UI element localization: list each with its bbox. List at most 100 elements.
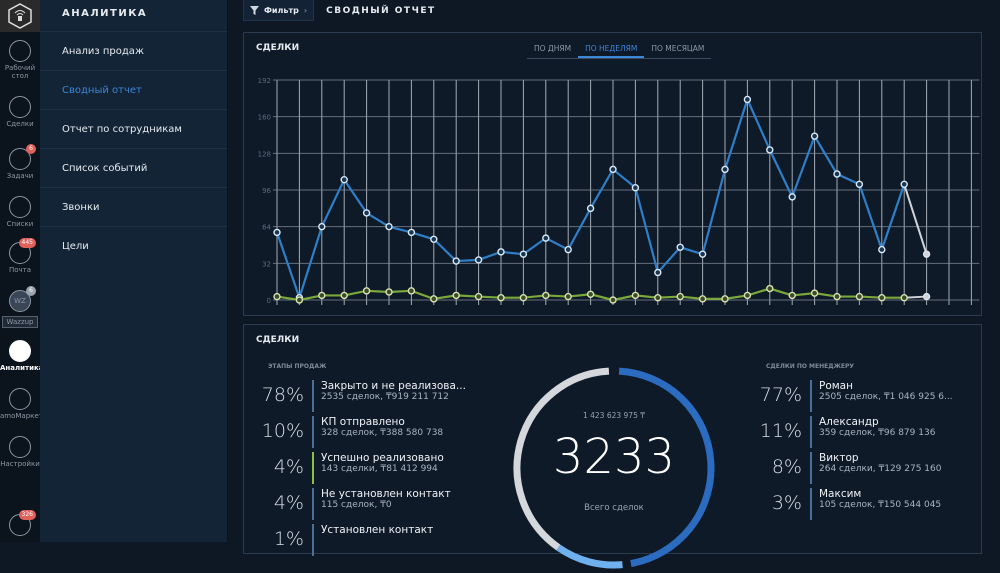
data-point [318, 222, 326, 231]
nav-item-dollar[interactable]: Сделки [0, 96, 40, 128]
data-point [922, 292, 931, 301]
manager-row[interactable]: 11% Александр 359 сделок, ₸96 879 136 [748, 416, 935, 448]
data-point [810, 289, 819, 297]
nav-item-label: Настройки [0, 460, 40, 468]
nav-item-chat[interactable]: 326 [0, 510, 40, 538]
nav-item-market[interactable]: amoМаркет [0, 388, 43, 420]
item-detail: 264 сделки, ₸129 275 160 [819, 464, 942, 474]
color-bar [312, 416, 314, 448]
item-name: Александр [819, 416, 879, 428]
dollar-icon [9, 96, 31, 118]
nav-item-wrench[interactable]: Настройки [0, 436, 40, 468]
stage-row[interactable]: 10% КП отправлено 328 сделок, ₸388 580 738 [250, 416, 443, 448]
data-point [878, 245, 886, 254]
wazzup-label[interactable]: Wazzup [2, 316, 38, 328]
y-tick-label: 128 [258, 150, 271, 158]
summary-title: СДЕЛКИ [256, 335, 300, 345]
submenu-item-goals[interactable]: Цели [62, 241, 89, 252]
y-tick-label: 64 [262, 224, 271, 232]
deals-line-chart: 0 32 64 96 128 160 192 [258, 77, 980, 305]
submenu-item-sales-analysis[interactable]: Анализ продаж [40, 32, 227, 71]
data-point [295, 296, 304, 304]
nav-item-analytics[interactable]: Аналитика [0, 340, 43, 372]
data-point [855, 292, 864, 301]
data-point [833, 170, 841, 178]
submenu-item-summary-report[interactable]: Сводный отчет [40, 71, 227, 110]
item-name: Закрыто и не реализова... [321, 380, 466, 392]
notification-badge: 6 [26, 144, 36, 154]
data-point [900, 294, 908, 302]
data-point [654, 268, 662, 277]
color-bar [810, 416, 812, 448]
data-point [788, 291, 796, 300]
data-point [721, 295, 729, 303]
tab-by-months[interactable]: ПО МЕСЯЦАМ [651, 44, 705, 53]
period-tabs: ПО ДНЯМ ПО НЕДЕЛЯМ ПО МЕСЯЦАМ [527, 42, 712, 59]
logo[interactable] [0, 0, 40, 32]
nav-item-check[interactable]: 6 Задачи [0, 144, 40, 180]
chevron-right-icon: › [303, 5, 308, 15]
submenu-item-events[interactable]: Список событий [40, 149, 227, 188]
series-line-incomplete [903, 183, 928, 255]
data-point [474, 256, 483, 264]
y-tick-label: 32 [262, 260, 271, 268]
total-sum: 1 423 623 975 ₸ [582, 411, 646, 420]
notification-badge: 326 [18, 510, 36, 520]
data-point [586, 204, 595, 213]
submenu-item-employee-report[interactable]: Отчет по сотрудникам [40, 110, 227, 149]
managers-label: СДЕЛКИ ПО МЕНЕДЖЕРУ [766, 363, 855, 370]
color-bar [810, 452, 812, 484]
notification-badge: 6 [26, 286, 36, 296]
analytics-icon [9, 340, 31, 362]
color-bar [312, 452, 314, 484]
percent: 4% [273, 456, 304, 478]
tab-by-days[interactable]: ПО ДНЯМ [534, 44, 572, 53]
submenu-item-calls[interactable]: Звонки [40, 188, 227, 227]
chat-icon: 326 [9, 510, 36, 536]
y-tick-label: 0 [267, 297, 271, 305]
manager-row[interactable]: 8% Виктор 264 сделки, ₸129 275 160 [748, 452, 942, 484]
series-line-incomplete [904, 295, 927, 299]
stage-row[interactable]: 4% Успешно реализовано 143 сделки, ₸81 412… [250, 452, 444, 484]
nav-item-list[interactable]: Списки [0, 196, 40, 228]
total-count: 3233 [552, 429, 676, 485]
color-bar [312, 488, 314, 520]
nav-item-mail[interactable]: 445 Почта [0, 238, 40, 274]
data-point [922, 250, 931, 258]
nav-item-dashboard[interactable]: Рабочий стол [0, 40, 40, 80]
data-point [698, 295, 707, 303]
data-point [743, 291, 752, 300]
wrench-icon [9, 436, 31, 458]
market-icon [9, 388, 31, 410]
percent: 77% [759, 384, 802, 406]
manager-row[interactable]: 77% Роман 2505 сделок, ₸1 046 925 6... [748, 380, 953, 412]
y-tick-label: 160 [258, 114, 271, 122]
wazzup-abbrev: WZ [14, 297, 26, 305]
stage-row[interactable]: 1% Установлен контакт [250, 524, 433, 556]
notification-badge: 445 [18, 238, 36, 248]
dashboard-icon [9, 40, 31, 62]
percent: 10% [261, 420, 304, 442]
item-detail: 2505 сделок, ₸1 046 925 6... [819, 392, 953, 402]
percent: 4% [273, 492, 304, 514]
funnel-icon [250, 5, 259, 15]
data-point [430, 295, 438, 303]
data-point [497, 248, 505, 256]
stage-row[interactable]: 4% Не установлен контакт 115 сделок, ₸0 [250, 488, 451, 520]
nav-item-wazzup[interactable]: WZ 6 [0, 286, 40, 314]
percent: 8% [771, 456, 802, 478]
deals-chart-panel: СДЕЛКИ ПО ДНЯМ ПО НЕДЕЛЯМ ПО МЕСЯЦАМ 0 32… [243, 32, 982, 316]
manager-row[interactable]: 3% Максим 105 сделок, ₸150 544 045 [748, 488, 941, 520]
data-point [631, 184, 640, 192]
data-point [833, 292, 841, 301]
data-point [385, 222, 393, 231]
item-name: Роман [819, 380, 853, 392]
item-detail: 328 сделок, ₸388 580 738 [321, 428, 444, 438]
filter-button[interactable]: Фильтр › [243, 0, 315, 21]
color-bar [810, 488, 812, 520]
data-point [743, 95, 752, 104]
item-name: Не установлен контакт [321, 488, 451, 500]
tab-by-weeks[interactable]: ПО НЕДЕЛЯМ [578, 42, 645, 58]
stage-row[interactable]: 78% Закрыто и не реализова... 2535 сделок,… [250, 380, 466, 412]
data-point [452, 257, 460, 265]
